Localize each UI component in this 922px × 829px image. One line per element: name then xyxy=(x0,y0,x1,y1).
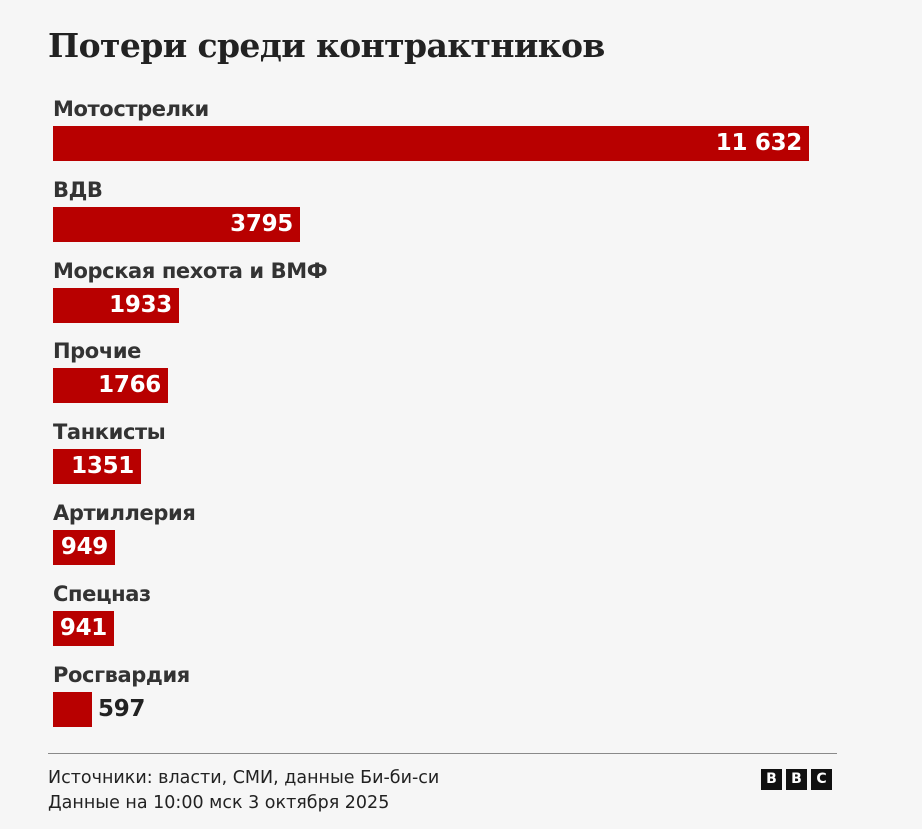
category-label: Росгвардия xyxy=(53,662,190,687)
bar: 597 xyxy=(53,691,145,727)
bar: 1351 xyxy=(53,449,141,485)
value-label: 1351 xyxy=(71,453,134,480)
value-label: 3795 xyxy=(230,210,293,237)
bbc-logo-letter-1: B xyxy=(761,769,782,790)
category-label: Прочие xyxy=(53,339,142,364)
value-label: 941 xyxy=(59,614,107,641)
bar: 941 xyxy=(53,610,114,646)
footer-divider xyxy=(48,753,837,754)
date-line: Данные на 10:00 мск 3 октября 2025 xyxy=(48,793,390,813)
bbc-logo: B B C xyxy=(761,769,832,790)
category-label: Танкисты xyxy=(53,420,166,445)
bar: 949 xyxy=(53,530,115,565)
bar: 3795 xyxy=(53,206,300,242)
value-label: 597 xyxy=(98,695,146,722)
value-label: 11 632 xyxy=(715,130,803,156)
source-note: Источники: власти, СМИ, данные Би-би-си … xyxy=(48,766,439,816)
value-label: 1766 xyxy=(98,372,161,399)
bar: 1766 xyxy=(53,368,168,404)
value-label: 1933 xyxy=(109,291,172,318)
category-label: Артиллерия xyxy=(53,501,196,525)
category-label: ВДВ xyxy=(53,177,103,202)
category-label: Морская пехота и ВМФ xyxy=(53,258,328,283)
category-label: Мотострелки xyxy=(53,97,209,121)
bbc-logo-letter-3: C xyxy=(811,769,832,790)
bar: 11 632 xyxy=(53,126,809,161)
bar-chart: Мотострелки 11 632 ВДВ 3795 Морская пехота и… xyxy=(53,97,809,727)
category-label: Спецназ xyxy=(53,581,151,606)
chart-title: Потери среди контрактников xyxy=(48,26,605,65)
bar: 1933 xyxy=(53,287,179,323)
value-label: 949 xyxy=(60,534,108,560)
source-line: Источники: власти, СМИ, данные Би-би-си xyxy=(48,768,440,788)
bbc-logo-letter-2: B xyxy=(786,769,807,790)
